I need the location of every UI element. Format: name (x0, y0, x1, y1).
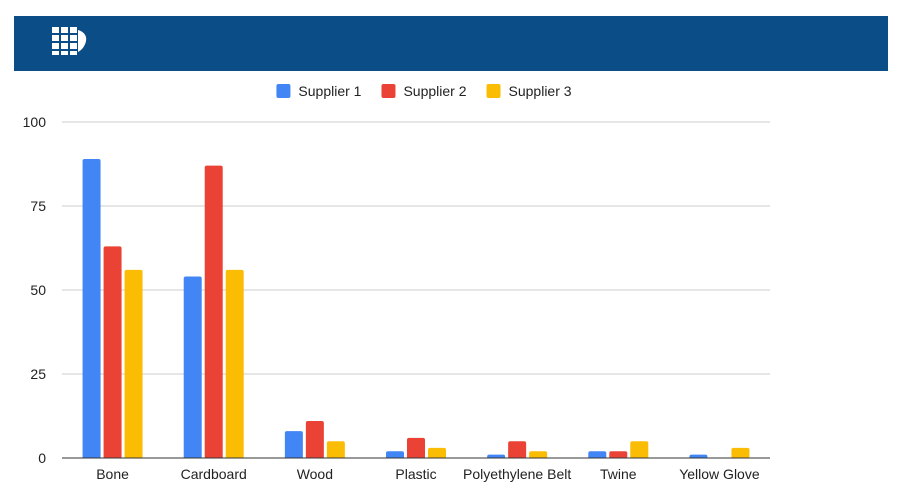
gridlines (62, 121, 770, 375)
x-axis: Bone Cardboard Wood Plastic Polyethylene Bel… (62, 457, 770, 482)
bar-cardboard-supplier-2 (204, 165, 223, 458)
bar-twine-supplier-2 (609, 451, 628, 458)
x-tick-label: Wood (297, 466, 333, 482)
y-tick-label: 75 (30, 198, 46, 214)
legend-label: Supplier 1 (298, 83, 361, 99)
bar-chart: Supplier 1 Supplier 2 Supplier 3 0 25 50 75 10… (23, 83, 770, 482)
x-tick-label: Plastic (395, 466, 436, 482)
x-tick-label: Polyethylene Belt (463, 466, 571, 482)
bar-yellow-glove-supplier-1 (689, 454, 708, 458)
y-tick-label: 50 (30, 282, 46, 298)
x-tick-label: Cardboard (181, 466, 247, 482)
legend-item-supplier-1: Supplier 1 (276, 83, 362, 99)
bar-twine-supplier-1 (588, 451, 607, 458)
bars (82, 158, 750, 458)
y-axis: 0 25 50 75 100 (23, 114, 47, 466)
bar-wood-supplier-2 (305, 421, 324, 458)
bar-wood-supplier-3 (326, 441, 345, 458)
legend: Supplier 1 Supplier 2 Supplier 3 (276, 83, 572, 99)
y-tick-label: 25 (30, 366, 46, 382)
bar-polyethylene-belt-supplier-1 (487, 454, 506, 458)
bar-bone-supplier-1 (82, 158, 101, 458)
bar-polyethylene-belt-supplier-3 (529, 451, 548, 458)
x-tick-label: Twine (600, 466, 637, 482)
legend-swatch (276, 84, 291, 98)
header-bar (14, 16, 888, 71)
legend-swatch (381, 84, 396, 98)
legend-label: Supplier 2 (403, 83, 466, 99)
bar-cardboard-supplier-1 (183, 276, 202, 458)
legend-item-supplier-3: Supplier 3 (486, 83, 572, 99)
bar-plastic-supplier-1 (386, 451, 404, 458)
logo-icon (52, 27, 87, 55)
bar-bone-supplier-2 (103, 246, 122, 458)
legend-item-supplier-2: Supplier 2 (381, 83, 467, 99)
bar-plastic-supplier-2 (407, 437, 425, 458)
bar-plastic-supplier-3 (428, 447, 446, 458)
legend-swatch (486, 84, 501, 98)
bar-polyethylene-belt-supplier-2 (508, 441, 527, 458)
bar-cardboard-supplier-3 (225, 269, 244, 458)
bar-wood-supplier-1 (284, 431, 303, 458)
y-tick-label: 100 (23, 114, 47, 130)
x-tick-label: Yellow Glove (679, 466, 760, 482)
bar-bone-supplier-3 (124, 269, 143, 458)
bar-yellow-glove-supplier-3 (731, 447, 750, 458)
x-tick-label: Bone (96, 466, 129, 482)
legend-label: Supplier 3 (509, 83, 572, 99)
y-tick-label: 0 (38, 450, 46, 466)
bar-twine-supplier-3 (630, 441, 649, 458)
